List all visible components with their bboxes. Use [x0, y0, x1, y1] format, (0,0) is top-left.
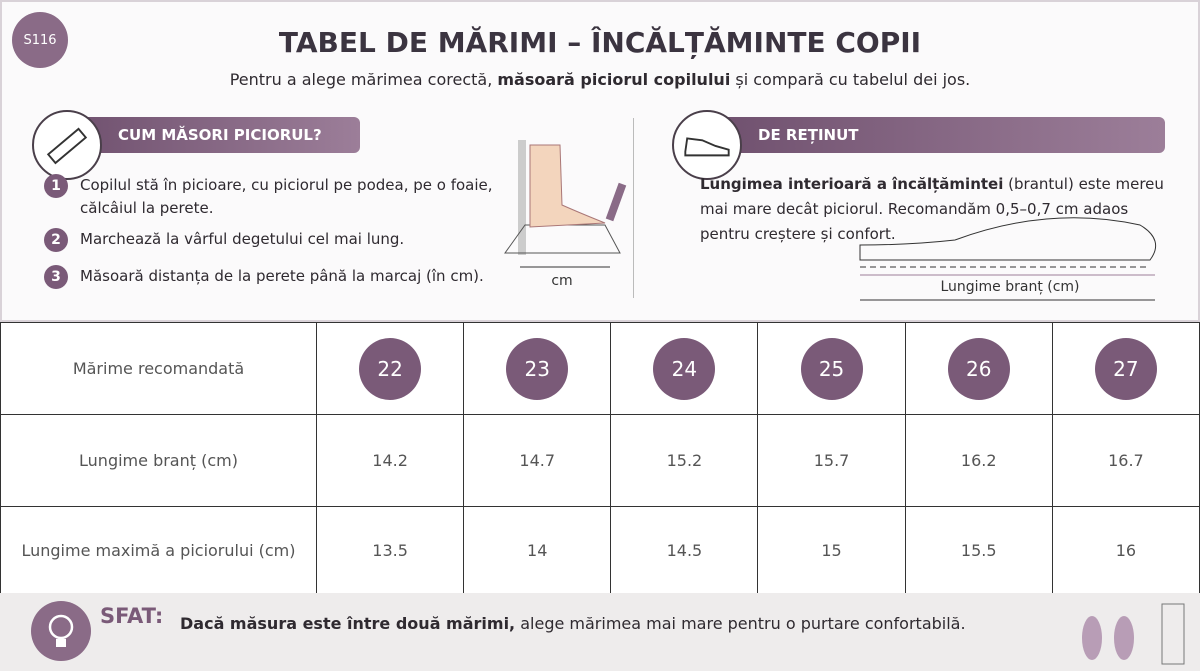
size-badge: 24 [653, 337, 716, 400]
insole-diagram: Lungime branț (cm) [859, 217, 1157, 301]
table-cell: 15.5 [904, 506, 1053, 595]
table-cell: 16 [1051, 506, 1200, 595]
step-text: Măsoară distanța de la perete până la ma… [80, 267, 484, 285]
row-header: Mărime recomandată [0, 322, 317, 415]
subtitle-bold: măsoară piciorul copilului [497, 70, 731, 89]
info-panel [0, 0, 1200, 322]
tip-panel [0, 593, 1200, 671]
size-badge: 26 [947, 337, 1010, 400]
shoe-icon [672, 110, 742, 180]
step-number: 1 [44, 174, 68, 198]
subtitle-text: Pentru a alege mărimea corectă, [229, 70, 493, 89]
step-text: Marchează la vârful degetului cel mai lu… [80, 230, 405, 248]
diagram-label: Lungime branț (cm) [940, 279, 1079, 295]
tip-bold: Dacă măsura este între două mărimi, [180, 614, 516, 633]
table-cell: 16.7 [1051, 414, 1200, 507]
size-badge: 25 [800, 337, 863, 400]
remember-text: Lungimea interioară a încălțămintei (bra… [700, 172, 1170, 247]
title: TABEL DE MĂRIMI – ÎNCĂLȚĂMINTE COPII [278, 26, 922, 59]
table-cell: 27 [1051, 322, 1200, 415]
table-cell: 26 [904, 322, 1053, 415]
subtitle-text: și compară cu tabelul dei jos. [735, 70, 971, 89]
size-badge: 27 [1094, 337, 1157, 400]
table-cell: 24 [610, 322, 759, 415]
row-header: Lungime maximă a piciorului (cm) [0, 506, 317, 595]
tip-text: Dacă măsura este între două mărimi, aleg… [180, 614, 966, 633]
size-table: Mărime recomandată 22 23 24 25 26 27 Lungime br… [0, 322, 1200, 595]
table-cell: 16.2 [904, 414, 1053, 507]
table-cell: 13.5 [315, 506, 465, 595]
diagram-label: cm [551, 273, 572, 289]
feet-icon [1082, 603, 1185, 665]
step: 3 Măsoară distanța de la perete până la m… [44, 265, 534, 289]
divider [633, 118, 634, 298]
table-cell: 25 [757, 322, 906, 415]
table-cell: 14.5 [610, 506, 759, 595]
bulb-icon [31, 601, 91, 661]
badge: S116 [12, 12, 68, 68]
table-cell: 15 [757, 506, 906, 595]
tip-body: alege mărimea mai mare pentru o purtare … [520, 614, 966, 633]
ruler-icon [32, 110, 102, 180]
measure-title: CUM MĂSORI PICIORUL? [118, 126, 322, 144]
row-header: Lungime branț (cm) [0, 414, 317, 507]
table-cell: 15.7 [757, 414, 906, 507]
step-number: 2 [44, 228, 68, 252]
remember-bold: Lungimea interioară a încălțămintei [700, 175, 1004, 193]
table-cell: 14 [463, 506, 612, 595]
remember-body: (brantul) este mereu mai mare decât pici… [700, 175, 1164, 243]
tip-label: SFAT: [100, 604, 164, 628]
table-row: Lungime maximă a piciorului (cm) 13.5 14 14… [0, 506, 1200, 595]
table-cell: 23 [463, 322, 612, 415]
measure-banner: CUM MĂSORI PICIORUL? [60, 117, 360, 153]
table-cell: 15.2 [610, 414, 759, 507]
step: 1 Copilul stă în picioare, cu piciorul pe… [44, 174, 534, 220]
subtitle: Pentru a alege mărimea corectă, măsoară … [0, 70, 1200, 89]
step: 2 Marchează la vârful degetului cel mai l… [44, 228, 534, 252]
foot-diagram: cm [504, 140, 627, 289]
remember-title: DE REȚINUT [758, 126, 859, 144]
table-row: Mărime recomandată 22 23 24 25 26 27 [0, 322, 1200, 415]
remember-banner: DE REȚINUT [700, 117, 1165, 153]
step-number: 3 [44, 265, 68, 289]
table-row: Lungime branț (cm) 14.2 14.7 15.2 15.7 16.2 16… [0, 414, 1200, 507]
table-cell: 14.7 [463, 414, 612, 507]
table-cell: 22 [315, 322, 465, 415]
step-text: Copilul stă în picioare, cu piciorul pe … [80, 176, 493, 217]
size-badge: 22 [359, 337, 422, 400]
table-cell: 14.2 [315, 414, 465, 507]
size-badge: 23 [506, 337, 569, 400]
